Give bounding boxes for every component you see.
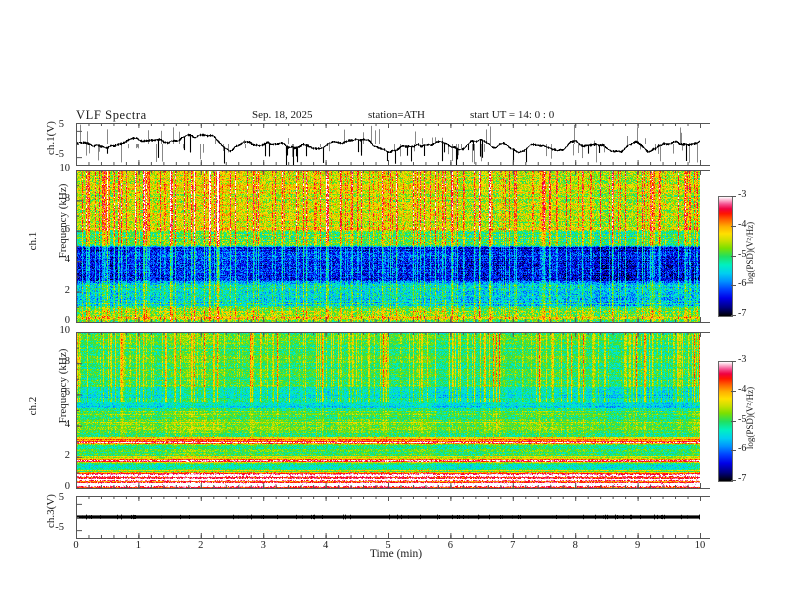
x-tick-label: 6 <box>447 540 454 551</box>
x-tick-label: 0 <box>73 540 79 551</box>
colorbar-tick <box>731 255 736 257</box>
colorbar-tick <box>731 361 736 362</box>
colorbar-ch1-title: log(PSD)(V²/Hz) <box>745 221 755 285</box>
colorbar-tick-label: -7 <box>738 308 747 319</box>
ch1-spectrogram-plot <box>76 170 700 322</box>
x-axis-title: Time (min) <box>369 548 423 560</box>
ch3-wave-tick-pos: 5 <box>58 492 64 503</box>
x-tick-label: 10 <box>694 540 706 551</box>
x-tick-label: 7 <box>510 540 516 551</box>
figure-title: VLF Spectra <box>76 108 147 122</box>
freq-tick-label: 10 <box>59 325 71 336</box>
freq-tick-label: 8 <box>64 193 70 205</box>
x-tick-label: 1 <box>135 540 142 551</box>
ch1-wave-tick-pos: 5 <box>58 119 64 130</box>
freq-tick-label: 6 <box>64 387 70 399</box>
colorbar-tick-label: -5 <box>738 413 747 425</box>
colorbar-tick-label: -7 <box>738 473 747 484</box>
colorbar-tick-label: -5 <box>738 248 747 260</box>
x-tick-label: 8 <box>572 540 578 551</box>
colorbar-tick <box>731 315 736 316</box>
colorbar-tick-label: -3 <box>738 189 747 200</box>
colorbar-tick-label: -4 <box>738 383 747 395</box>
station-label: station=ATH <box>368 109 425 121</box>
ch2-spec-axis-label-line1: ch.2 <box>27 396 39 416</box>
colorbar-tick-label: -4 <box>738 218 747 230</box>
colorbar-tick <box>731 285 736 287</box>
colorbar-tick <box>731 196 736 197</box>
start-ut-label: start UT = 14: 0 : 0 <box>470 109 555 121</box>
ch1-spec-axis-label-line1: ch.1 <box>27 231 39 251</box>
freq-tick-label: 8 <box>64 356 70 368</box>
freq-tick-label: 2 <box>64 284 70 296</box>
colorbar-tick-label: -3 <box>738 354 747 365</box>
observation-date: Sep. 18, 2025 <box>252 109 313 121</box>
x-tick-label: 2 <box>198 540 204 551</box>
ch2-spectrogram-plot <box>76 332 700 488</box>
x-tick-label: 5 <box>385 540 391 551</box>
colorbar-ch2 <box>718 361 733 482</box>
freq-tick-label: 10 <box>59 163 71 174</box>
colorbar-ch2-title: log(PSD)(V²/Hz) <box>745 386 755 450</box>
colorbar-tick-label: -6 <box>738 278 747 290</box>
freq-tick-label: 0 <box>64 315 70 326</box>
ch3-wave-tick-neg: -5 <box>55 522 64 533</box>
colorbar-ch1 <box>718 196 733 317</box>
colorbar-tick <box>731 390 736 392</box>
freq-tick-label: 4 <box>64 418 70 430</box>
ch1-wave-tick-neg: -5 <box>55 149 64 160</box>
freq-tick-label: 4 <box>64 254 70 266</box>
x-tick-label: 4 <box>322 540 329 551</box>
freq-tick-label: 0 <box>64 481 70 492</box>
colorbar-tick <box>731 480 736 481</box>
ch1-waveform-plot <box>76 123 700 165</box>
x-tick-label: 3 <box>260 540 266 551</box>
x-tick-label: 9 <box>634 540 641 551</box>
ch3-waveform-plot <box>76 496 700 538</box>
freq-tick-label: 2 <box>64 449 70 461</box>
freq-tick-label: 6 <box>64 223 70 235</box>
colorbar-tick <box>731 420 736 422</box>
colorbar-tick <box>731 225 736 227</box>
colorbar-tick-label: -6 <box>738 443 747 455</box>
colorbar-tick <box>731 450 736 452</box>
